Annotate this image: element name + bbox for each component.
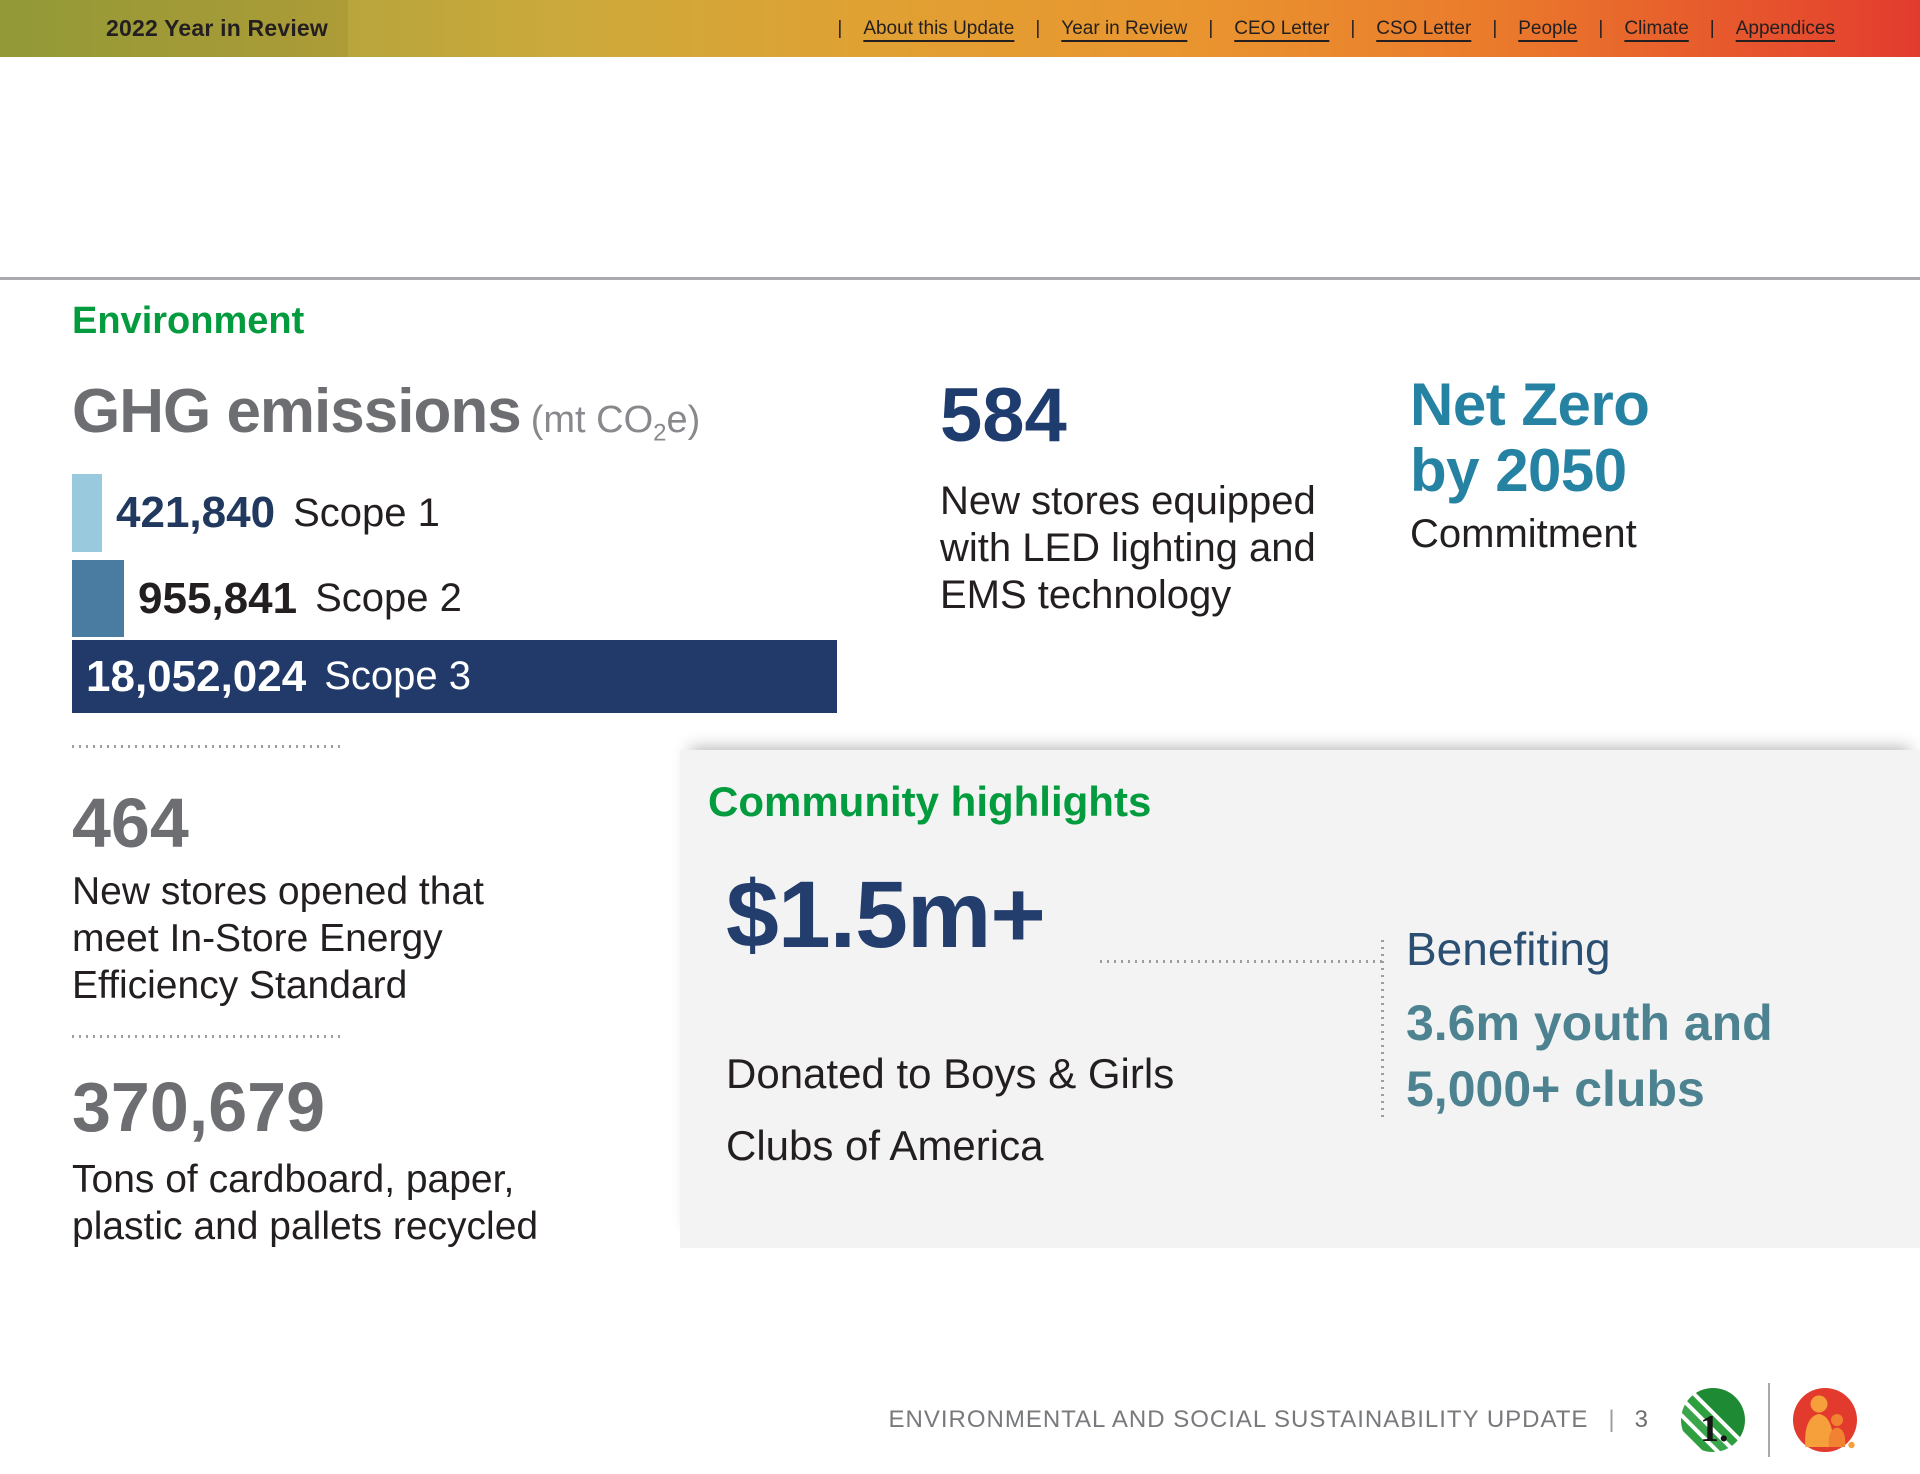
benefit-lead-text: Benefiting [1406, 923, 1611, 975]
nav-link-year-in-review[interactable]: Year in Review [1061, 17, 1188, 39]
ghg-value-scope-2: 955,841 [138, 573, 298, 623]
ghg-bar-scope-1 [72, 474, 102, 552]
stat-led-stores-value: 584 [940, 373, 1067, 458]
footer-title: ENVIRONMENTAL AND SOCIAL SUSTAINABILITY … [888, 1406, 1589, 1433]
family-dollar-logo [1793, 1388, 1857, 1452]
donation-desc: Donated to Boys & Girls Clubs of America [726, 1050, 1175, 1169]
nav-separator: | [837, 17, 843, 39]
benefit-stat-text: 3.6m youth and 5,000+ clubs [1406, 995, 1773, 1117]
net-zero-title: Net Zero by 2050 [1410, 371, 1650, 504]
nav-link-cso-letter[interactable]: CSO Letter [1376, 17, 1472, 39]
ghg-bar-scope-3: 18,052,024 Scope 3 [72, 640, 837, 713]
nav-link-climate[interactable]: Climate [1624, 17, 1689, 39]
footer-separator: | [1608, 1406, 1615, 1433]
dotted-connector-vertical [1381, 940, 1384, 1118]
stat-stores-value: 464 [72, 784, 189, 862]
nav-separator: | [1350, 17, 1356, 39]
ghg-value-scope-1: 421,840 [116, 488, 276, 537]
dotted-connector-horizontal [1100, 960, 1382, 963]
nav-link-appendices[interactable]: Appendices [1735, 17, 1835, 39]
nav-link-about-this-update[interactable]: About this Update [863, 17, 1015, 39]
nav-separator: | [1709, 17, 1715, 39]
top-nav-links: | About this Update | Year in Review | C… [348, 0, 1920, 57]
ghg-value-scope-3: 18,052,024 [86, 651, 307, 701]
report-title: 2022 Year in Review [105, 15, 328, 41]
page-footer: ENVIRONMENTAL AND SOCIAL SUSTAINABILITY … [888, 1382, 1858, 1458]
stat-recycled-value: 370,679 [72, 1068, 326, 1146]
nav-separator: | [1035, 17, 1041, 39]
nav-link-people[interactable]: People [1518, 17, 1578, 39]
section-divider-rule [0, 277, 1920, 280]
ghg-title-text: GHG emissions [72, 377, 522, 446]
ghg-emissions-chart-title: GHG emissions (mt CO2e) [72, 376, 700, 448]
ghg-label-scope-1: Scope 1 [293, 490, 440, 535]
ghg-label-scope-2: Scope 2 [315, 576, 462, 620]
nav-separator: | [1208, 17, 1214, 39]
community-highlights-panel: Community highlights $1.5m+ Donated to B… [680, 750, 1920, 1248]
environment-section-heading: Environment [72, 300, 305, 342]
community-heading: Community highlights [708, 778, 1152, 825]
ghg-bar-scope-2 [72, 560, 124, 637]
donation-value: $1.5m+ [726, 862, 1046, 968]
stat-led-stores-desc: New stores equipped with LED lighting an… [940, 479, 1316, 617]
ghg-label-scope-3: Scope 3 [324, 654, 471, 698]
stat-stores-desc: New stores opened that meet In-Store Ene… [72, 870, 484, 1007]
nav-separator: | [1598, 17, 1604, 39]
dollar-tree-logo: 1. [1681, 1388, 1745, 1452]
report-title-block: 2022 Year in Review [0, 0, 348, 57]
logo-divider [1768, 1383, 1770, 1457]
ghg-bar-row-scope-2: 955,841 Scope 2 [72, 560, 462, 637]
nav-link-ceo-letter[interactable]: CEO Letter [1234, 17, 1330, 39]
stat-recycled-desc: Tons of cardboard, paper, plastic and pa… [72, 1158, 539, 1248]
svg-text:1.: 1. [1700, 1408, 1729, 1450]
ghg-unit-label: (mt CO2e) [530, 399, 701, 447]
nav-separator: | [1492, 17, 1498, 39]
dotted-separator [72, 745, 344, 748]
top-nav-bar: 2022 Year in Review | About this Update … [0, 0, 1920, 57]
dotted-separator [72, 1035, 344, 1038]
ghg-bar-row-scope-1: 421,840 Scope 1 [72, 474, 440, 552]
page-number: 3 [1634, 1406, 1648, 1433]
net-zero-subtitle: Commitment [1410, 512, 1637, 556]
